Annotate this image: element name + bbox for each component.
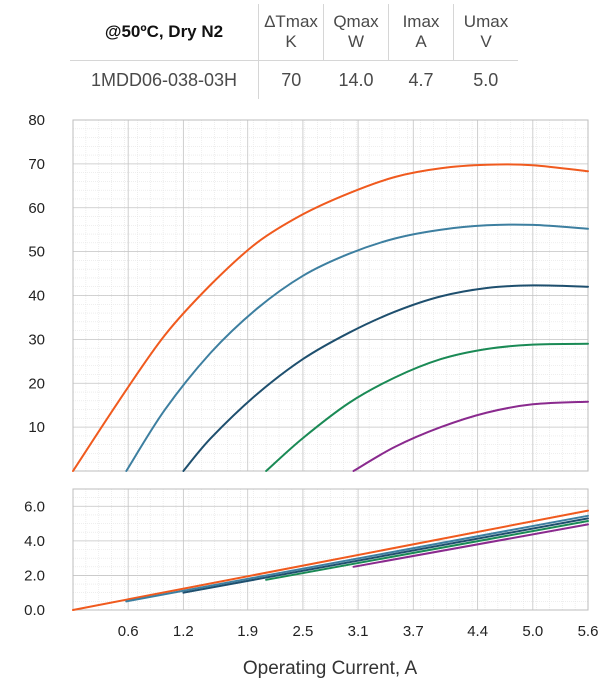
u-plot-frame [72, 488, 589, 611]
spec-table: @50ºC, Dry N2 ΔTmax K Qmax W Imax A Umax V 1… [70, 4, 518, 99]
col-umax-name: Umax [463, 12, 509, 31]
u-y-tick-label: 0.0 [24, 602, 45, 619]
col-qmax-unit: W [347, 32, 365, 51]
col-dtmax-name: ΔTmax [264, 12, 318, 31]
value-umax: 5.0 [453, 60, 518, 99]
x-axis-title: Operating Current, A [243, 658, 418, 679]
x-tick-label: 1.9 [237, 623, 258, 640]
col-dtmax-unit: K [285, 32, 297, 51]
u-y-tick-label: 2.0 [24, 567, 45, 584]
dt-y-tick-label: 70 [28, 156, 45, 173]
x-tick-label: 2.5 [292, 623, 313, 640]
dt-y-tick-label: 50 [28, 244, 45, 261]
col-imax-name: Imax [402, 12, 440, 31]
dt-y-tick-label: 40 [28, 288, 45, 305]
test-condition: @50ºC, Dry N2 [104, 22, 224, 41]
x-tick-label: 0.6 [118, 623, 139, 640]
x-tick-label: 1.2 [173, 623, 194, 640]
u-series-line-3 [182, 517, 589, 594]
dt-plot-frame [72, 119, 589, 472]
dt-series-line-4 [265, 342, 589, 472]
dt-y-tick-label: 60 [28, 200, 45, 217]
dt-y-tick-label: 10 [28, 419, 45, 436]
spec-table-value-row: 1MDD06-038-03H 70 14.0 4.7 5.0 [70, 60, 518, 99]
dt-series-line-2 [125, 223, 589, 472]
u-y-tick-label: 4.0 [24, 533, 45, 550]
spec-table-header-row: @50ºC, Dry N2 ΔTmax K Qmax W Imax A Umax V [70, 4, 518, 61]
u-series-line-4 [265, 520, 589, 581]
dt-series-line-3 [182, 284, 589, 472]
x-axis: 0.6 1.2 1.9 2.5 3.1 3.7 4.4 5.0 5.6 [118, 623, 599, 640]
col-umax: Umax V [453, 4, 518, 61]
u-y-tick-label: 6.0 [24, 498, 45, 515]
voltage-plot: 0.0 2.0 4.0 6.0 [24, 488, 589, 619]
x-tick-label: 3.7 [403, 623, 424, 640]
value-qmax: 14.0 [323, 60, 389, 99]
model-name: 1MDD06-038-03H [70, 60, 259, 99]
u-series-line-1 [72, 509, 589, 611]
x-tick-label: 3.1 [348, 623, 369, 640]
x-tick-label: 5.6 [578, 623, 599, 640]
col-imax: Imax A [388, 4, 454, 61]
u-series-line-5 [352, 523, 589, 568]
col-qmax-name: Qmax [333, 12, 379, 31]
dt-y-tick-label: 30 [28, 331, 45, 348]
value-imax: 4.7 [388, 60, 454, 99]
x-tick-label: 4.4 [467, 623, 488, 640]
col-imax-unit: A [415, 32, 427, 51]
value-dtmax: 70 [258, 60, 324, 99]
dt-series-line-5 [352, 400, 589, 472]
dt-series-line-1 [72, 163, 589, 472]
col-dtmax: ΔTmax K [258, 4, 324, 61]
dt-y-tick-label: 20 [28, 375, 45, 392]
u-series-line-2 [125, 514, 589, 603]
delta-t-plot: 10 20 30 40 50 60 70 80 [28, 112, 589, 472]
dt-y-tick-label: 80 [28, 112, 45, 129]
col-umax-unit: V [480, 32, 492, 51]
x-tick-label: 5.0 [522, 623, 543, 640]
col-qmax: Qmax W [323, 4, 389, 61]
